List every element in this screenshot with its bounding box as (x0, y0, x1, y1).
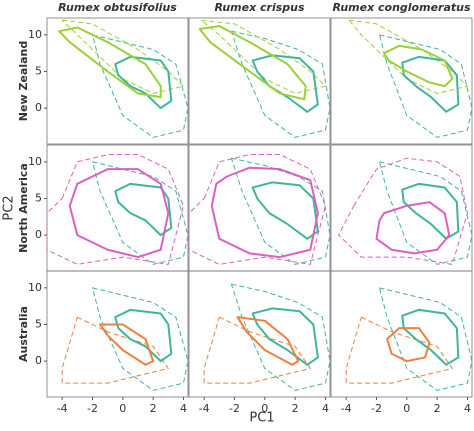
contour-dashed (230, 283, 331, 391)
y-tick-label: 10 (28, 155, 42, 168)
contour-dashed (46, 154, 184, 265)
row-label: New Zealand (17, 41, 30, 121)
contour-dashed (61, 19, 184, 94)
contour (251, 181, 319, 240)
panel (330, 270, 473, 398)
contour-dashed (61, 316, 169, 384)
y-axis-label: PC2 (2, 195, 17, 220)
contour (386, 327, 431, 363)
panel (46, 270, 189, 398)
x-tick-label: -4 (341, 402, 352, 415)
contour-dashed (379, 287, 473, 391)
column-title: Rumex obtusifolius (58, 1, 177, 14)
contour (99, 323, 155, 366)
panel (188, 17, 331, 145)
x-tick-label: -2 (87, 402, 98, 415)
x-tick-label: -2 (371, 402, 382, 415)
y-tick-label: 5 (35, 191, 42, 204)
x-tick-label: -2 (229, 402, 240, 415)
x-tick-label: 2 (434, 402, 441, 415)
x-tick-label: 4 (464, 402, 471, 415)
contour (198, 25, 307, 101)
column-title: Rumex conglomeratus (332, 1, 471, 14)
contour-dashed (91, 34, 189, 138)
contour-dashed (230, 157, 331, 265)
contour (236, 316, 300, 366)
contour (401, 182, 460, 240)
contour-dashed (230, 30, 331, 138)
row-label: Australia (17, 306, 30, 362)
y-tick-label: 0 (35, 228, 42, 241)
contour-dashed (91, 287, 189, 391)
contour (375, 201, 451, 255)
panel (188, 270, 331, 398)
contour-dashed (379, 34, 473, 138)
contour-dashed (338, 157, 468, 265)
x-axis-label: PC1 (249, 411, 274, 426)
contour (401, 55, 460, 113)
row-label: North America (17, 163, 30, 253)
contour-dashed (188, 154, 326, 265)
contour (114, 182, 173, 237)
contour (251, 307, 319, 366)
contour-dashed (200, 19, 326, 94)
column-title: Rumex crispus (214, 1, 305, 14)
contour (68, 168, 170, 259)
x-tick-label: -4 (57, 402, 68, 415)
contour (383, 44, 454, 88)
x-tick-label: 2 (150, 402, 157, 415)
x-tick-label: 4 (322, 402, 329, 415)
contour (251, 54, 319, 113)
x-tick-label: 0 (403, 402, 410, 415)
contour-dashed (348, 19, 468, 94)
x-tick-label: 2 (292, 402, 299, 415)
x-tick-label: 4 (180, 402, 187, 415)
y-tick-label: 5 (35, 64, 42, 77)
contour-dashed (345, 316, 453, 384)
y-tick-label: 0 (35, 354, 42, 367)
contour (114, 308, 173, 363)
x-tick-label: 0 (261, 402, 268, 415)
contour (58, 26, 162, 99)
contour (210, 166, 319, 259)
y-tick-label: 10 (28, 281, 42, 294)
y-tick-label: 10 (28, 28, 42, 41)
contour-dashed (91, 161, 189, 265)
contour (114, 55, 173, 110)
contour-dashed (379, 161, 473, 265)
panel (46, 17, 189, 145)
y-tick-label: 0 (35, 101, 42, 114)
panel (330, 17, 473, 145)
x-tick-label: -4 (199, 402, 210, 415)
y-tick-label: 5 (35, 317, 42, 330)
contour-dashed (203, 316, 311, 384)
contour (401, 308, 460, 366)
x-tick-label: 0 (119, 402, 126, 415)
